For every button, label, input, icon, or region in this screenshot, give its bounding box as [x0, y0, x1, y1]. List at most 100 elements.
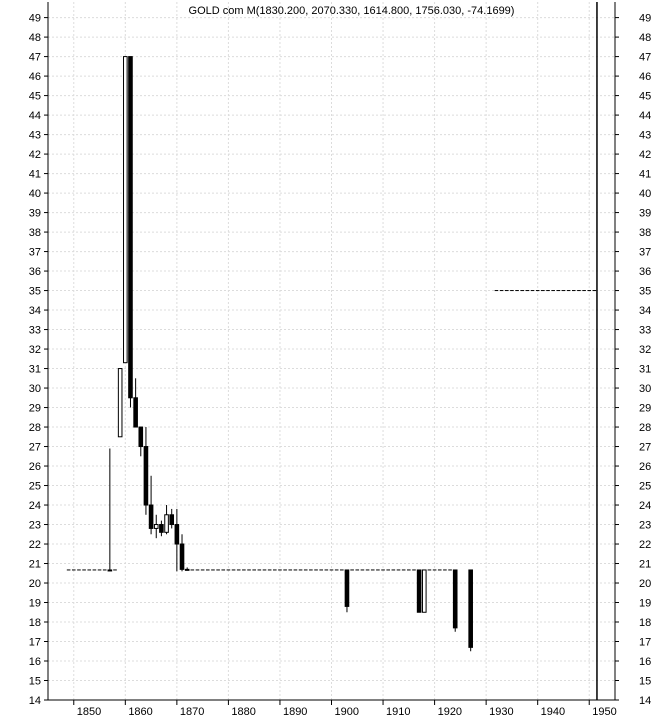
ytick-label-left: 33	[29, 325, 41, 337]
xtick-label: 1870	[180, 706, 204, 718]
ytick-label-right: 49	[639, 13, 651, 25]
ytick-label-left: 34	[29, 305, 41, 317]
ytick-label-right: 15	[639, 676, 651, 688]
ytick-label-right: 14	[639, 695, 651, 707]
xtick-label: 1880	[231, 706, 255, 718]
ytick-label-right: 40	[639, 188, 651, 200]
candle-body	[345, 570, 349, 606]
ytick-label-left: 18	[29, 617, 41, 629]
ytick-label-left: 43	[29, 130, 41, 142]
ytick-label-left: 42	[29, 149, 41, 161]
candle-body	[185, 569, 189, 570]
candle-body	[154, 525, 158, 529]
candle-body	[175, 525, 179, 544]
ytick-label-right: 24	[639, 500, 651, 512]
xtick-label: 1940	[541, 706, 565, 718]
candle-body	[129, 57, 133, 398]
candle-body	[422, 570, 426, 612]
ytick-label-left: 27	[29, 442, 41, 454]
ytick-label-right: 23	[639, 520, 651, 532]
ytick-label-left: 46	[29, 71, 41, 83]
xtick-label: 1860	[128, 706, 152, 718]
ytick-label-left: 39	[29, 208, 41, 220]
ytick-label-right: 31	[639, 364, 651, 376]
candle-body	[469, 570, 473, 647]
ytick-label-right: 44	[639, 110, 651, 122]
ytick-label-left: 29	[29, 403, 41, 415]
ytick-label-left: 25	[29, 481, 41, 493]
ytick-label-left: 49	[29, 13, 41, 25]
ytick-label-right: 19	[639, 598, 651, 610]
ytick-label-right: 36	[639, 266, 651, 278]
xtick-label: 1850	[77, 706, 101, 718]
ytick-label-left: 44	[29, 110, 41, 122]
ytick-label-left: 31	[29, 364, 41, 376]
chart-svg: 1415161718192021222324252627282930313233…	[0, 0, 663, 722]
ytick-label-left: 22	[29, 539, 41, 551]
ytick-label-left: 19	[29, 598, 41, 610]
ytick-label-left: 36	[29, 266, 41, 278]
candle-body	[149, 505, 153, 528]
ytick-label-right: 33	[639, 325, 651, 337]
ytick-label-right: 29	[639, 403, 651, 415]
chart-title: GOLD com M(1830.200, 2070.330, 1614.800,…	[189, 5, 515, 17]
ytick-label-right: 18	[639, 617, 651, 629]
xtick-label: 1890	[283, 706, 307, 718]
candle-body	[453, 570, 457, 628]
candle-body	[139, 427, 143, 446]
xtick-label: 1950	[592, 706, 616, 718]
ytick-label-right: 28	[639, 422, 651, 434]
ytick-label-right: 16	[639, 656, 651, 668]
xtick-label: 1910	[386, 706, 410, 718]
candle-body	[170, 515, 174, 525]
candle-body	[417, 570, 421, 612]
candle-body	[124, 57, 128, 363]
ytick-label-right: 26	[639, 461, 651, 473]
ytick-label-left: 35	[29, 286, 41, 298]
ytick-label-right: 41	[639, 169, 651, 181]
candle-body	[160, 525, 164, 533]
ytick-label-left: 37	[29, 247, 41, 259]
ytick-label-left: 17	[29, 637, 41, 649]
ytick-label-left: 15	[29, 676, 41, 688]
ytick-label-left: 40	[29, 188, 41, 200]
ytick-label-right: 25	[639, 481, 651, 493]
candle-body	[180, 544, 184, 569]
candle-body	[108, 570, 112, 571]
candle-body	[144, 447, 148, 505]
candle-body	[118, 369, 122, 437]
xtick-label: 1900	[335, 706, 359, 718]
ytick-label-right: 17	[639, 637, 651, 649]
ytick-label-left: 23	[29, 520, 41, 532]
xtick-label: 1920	[438, 706, 462, 718]
candlestick-chart: 1415161718192021222324252627282930313233…	[0, 0, 663, 722]
ytick-label-right: 47	[639, 52, 651, 64]
ytick-label-right: 39	[639, 208, 651, 220]
ytick-label-left: 14	[29, 695, 41, 707]
ytick-label-right: 34	[639, 305, 651, 317]
ytick-label-right: 37	[639, 247, 651, 259]
ytick-label-right: 32	[639, 344, 651, 356]
ytick-label-left: 21	[29, 559, 41, 571]
ytick-label-right: 42	[639, 149, 651, 161]
ytick-label-left: 28	[29, 422, 41, 434]
ytick-label-right: 20	[639, 578, 651, 590]
ytick-label-left: 24	[29, 500, 41, 512]
ytick-label-left: 16	[29, 656, 41, 668]
ytick-label-left: 32	[29, 344, 41, 356]
ytick-label-right: 43	[639, 130, 651, 142]
candle-body	[165, 515, 169, 533]
ytick-label-right: 27	[639, 442, 651, 454]
ytick-label-right: 38	[639, 227, 651, 239]
ytick-label-right: 45	[639, 91, 651, 103]
xtick-label: 1930	[489, 706, 513, 718]
ytick-label-left: 20	[29, 578, 41, 590]
ytick-label-right: 46	[639, 71, 651, 83]
candle-body	[134, 398, 138, 427]
ytick-label-left: 38	[29, 227, 41, 239]
ytick-label-right: 35	[639, 286, 651, 298]
ytick-label-right: 22	[639, 539, 651, 551]
ytick-label-right: 21	[639, 559, 651, 571]
ytick-label-right: 48	[639, 32, 651, 44]
ytick-label-left: 26	[29, 461, 41, 473]
